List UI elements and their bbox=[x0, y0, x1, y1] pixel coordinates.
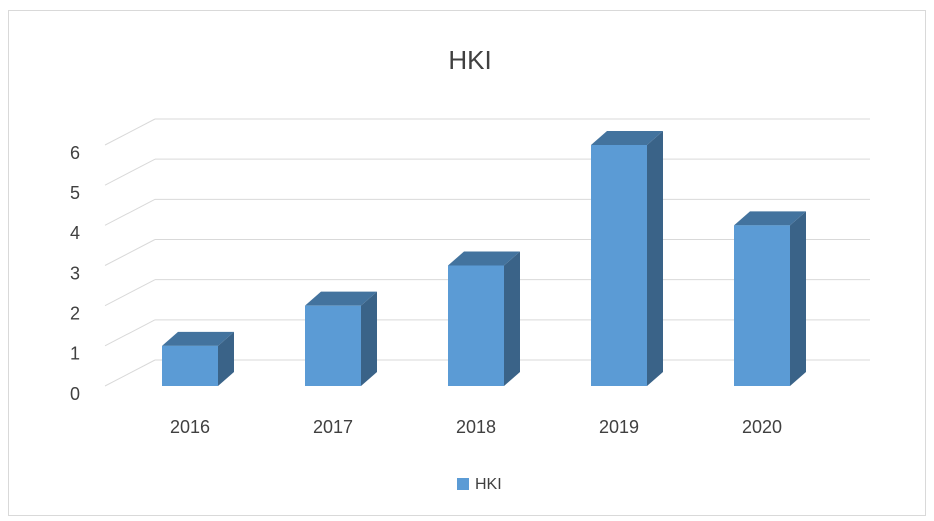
bar-side bbox=[361, 291, 377, 386]
grid-line bbox=[104, 158, 156, 186]
y-tick-label: 6 bbox=[70, 143, 80, 163]
bar-top bbox=[591, 131, 663, 145]
bar-top bbox=[305, 291, 377, 306]
grid-line bbox=[104, 239, 156, 266]
bar-top bbox=[162, 331, 234, 346]
legend-swatch bbox=[457, 478, 469, 490]
grid-line bbox=[104, 198, 156, 226]
grid-line bbox=[104, 359, 156, 387]
y-tick-label: 4 bbox=[70, 223, 80, 243]
y-tick-label: 5 bbox=[70, 183, 80, 203]
x-tick-label: 2018 bbox=[456, 417, 496, 437]
bar-side bbox=[504, 251, 520, 386]
y-tick-label: 1 bbox=[70, 344, 80, 364]
x-tick-label: 2017 bbox=[313, 417, 353, 437]
y-tick-label: 2 bbox=[70, 303, 80, 323]
y-tick-label: 3 bbox=[70, 263, 80, 283]
chart-title: HKI bbox=[448, 45, 491, 75]
bar bbox=[734, 225, 790, 386]
grid-line bbox=[104, 279, 156, 307]
x-tick-label: 2019 bbox=[599, 417, 639, 437]
bar-side bbox=[218, 331, 234, 386]
bar-side bbox=[790, 211, 806, 386]
x-tick-label: 2016 bbox=[170, 417, 210, 437]
grid-line bbox=[104, 118, 156, 146]
bar bbox=[448, 265, 504, 386]
x-tick-label: 2020 bbox=[742, 417, 782, 437]
legend-label: HKI bbox=[475, 476, 502, 493]
bar-top bbox=[734, 211, 806, 226]
grid-line bbox=[104, 319, 156, 347]
bar-top bbox=[448, 251, 520, 266]
bar bbox=[305, 305, 361, 386]
bar-side bbox=[647, 131, 663, 386]
y-tick-label: 0 bbox=[70, 384, 80, 404]
bar bbox=[591, 145, 647, 386]
bar bbox=[162, 345, 218, 386]
